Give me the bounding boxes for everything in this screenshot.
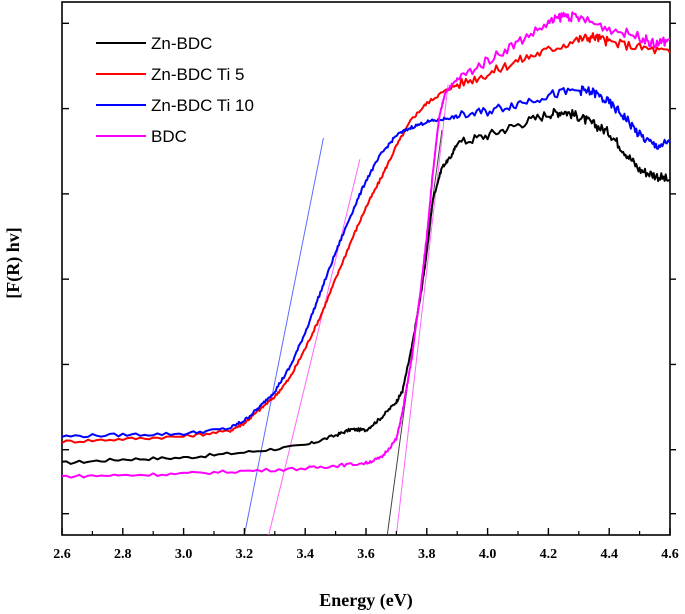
legend-label: Zn-BDC [151, 34, 212, 53]
legend-label: Zn-BDC Ti 10 [151, 96, 254, 115]
tangent-line-0 [243, 137, 324, 536]
x-tick-label: 3.4 [296, 547, 314, 562]
series-line-3 [61, 11, 671, 479]
x-tick-label: 2.6 [53, 547, 71, 562]
x-tick-label: 3.2 [236, 547, 254, 562]
series-line-0 [61, 107, 671, 465]
legend-label: BDC [151, 127, 187, 146]
x-tick-label: 3.8 [418, 547, 436, 562]
x-tick-label: 4.0 [479, 547, 497, 562]
y-axis-title: [F(R) hv] [3, 227, 24, 298]
x-tick-label: 4.4 [600, 547, 618, 562]
legend-label: Zn-BDC Ti 5 [151, 65, 245, 84]
tangent-line-1 [268, 159, 361, 536]
x-tick-labels: 2.6 2.8 3.0 3.2 3.4 3.6 3.8 4.0 4.2 4.4 4.6 [53, 547, 679, 562]
x-tick-label: 4.2 [540, 547, 558, 562]
x-tick-label: 3.0 [175, 547, 193, 562]
legend: Zn-BDC Zn-BDC Ti 5 Zn-BDC Ti 10 BDC [96, 34, 254, 146]
series-line-2 [61, 85, 671, 439]
x-tick-label: 4.6 [661, 547, 679, 562]
x-tick-label: 3.6 [357, 547, 375, 562]
data-series [61, 11, 671, 479]
tangent-line-3 [395, 84, 449, 536]
axis-ticks [61, 22, 676, 535]
series-line-1 [61, 32, 671, 444]
x-tick-label: 2.8 [114, 547, 132, 562]
x-axis-title: Energy (eV) [319, 590, 412, 611]
